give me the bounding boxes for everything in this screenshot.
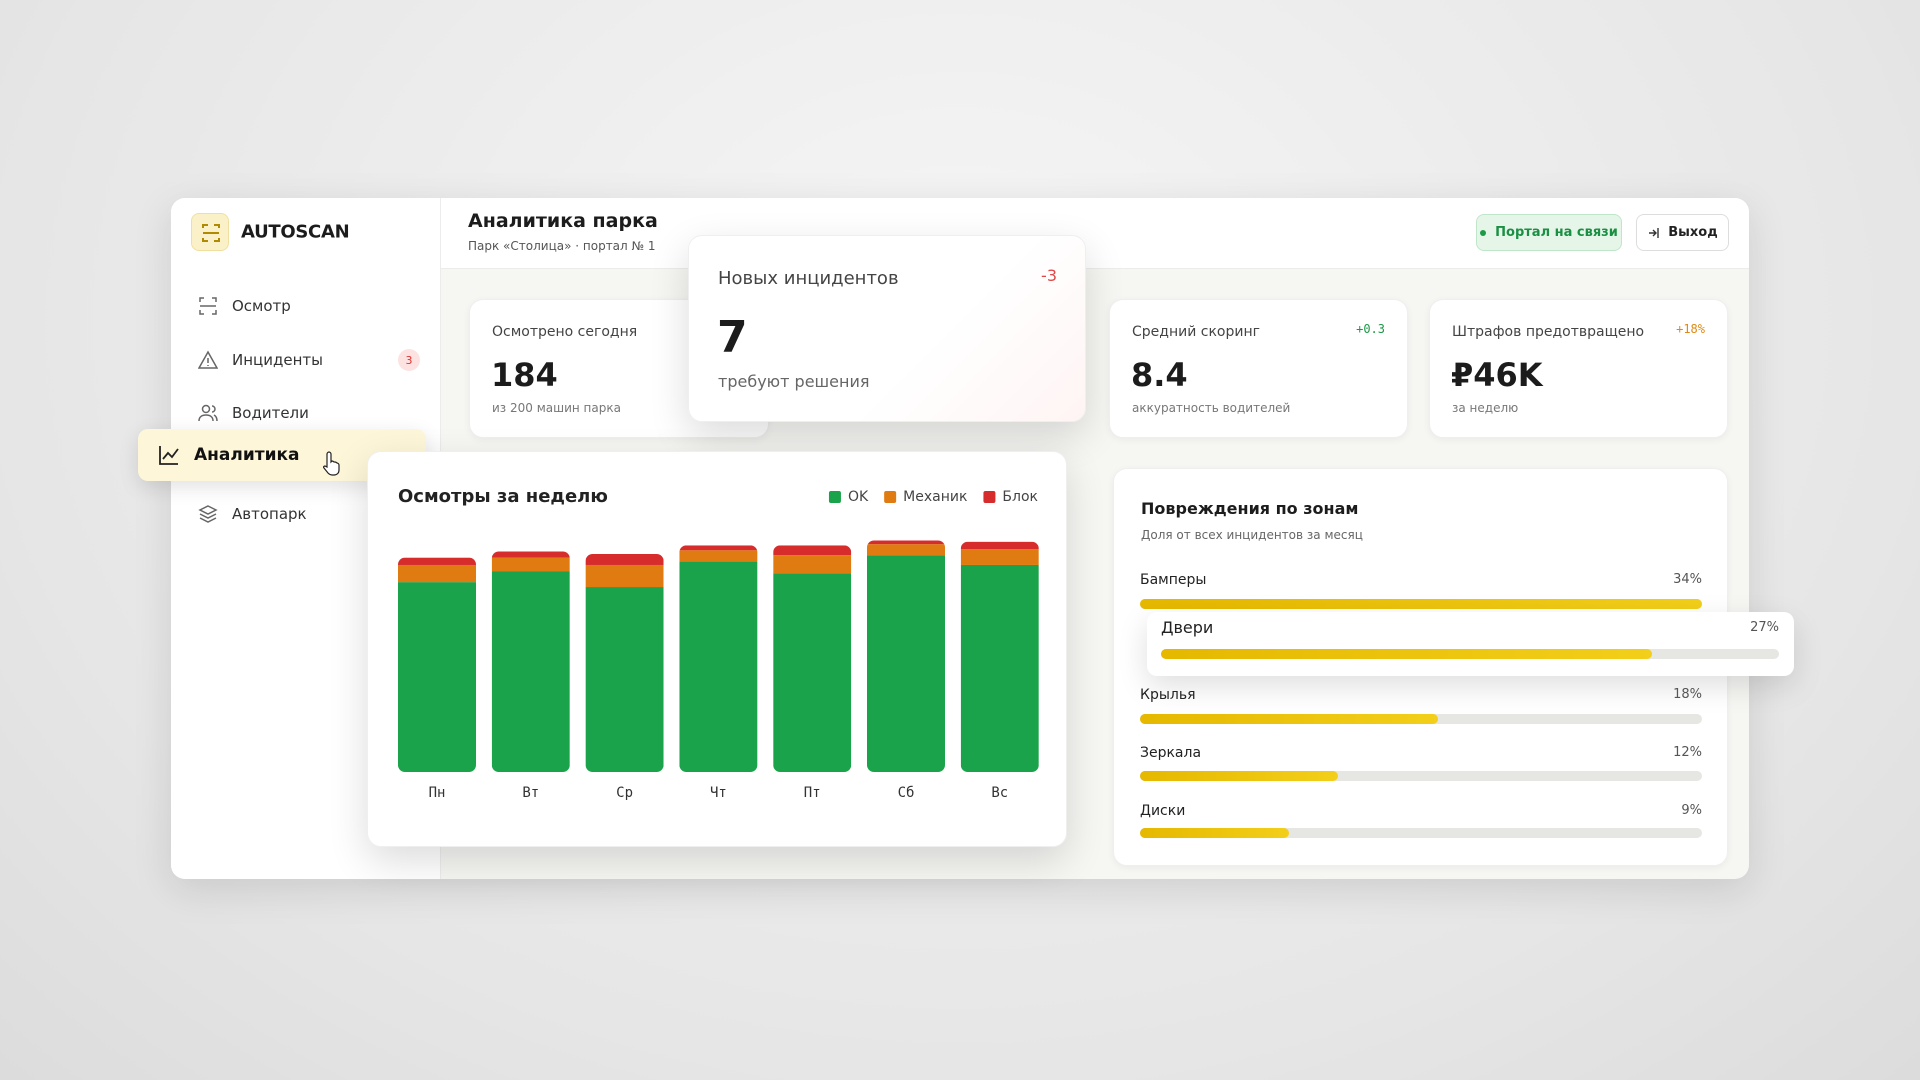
damage-title: Повреждения по зонам — [1141, 499, 1359, 518]
kpi-delta: +18% — [1676, 322, 1705, 336]
x-tick-label: Ср — [616, 785, 633, 801]
nav-label: Инциденты — [232, 351, 323, 369]
bar-stack — [679, 545, 758, 772]
bar-segment — [585, 564, 664, 588]
bar-segment — [585, 553, 664, 565]
logo — [191, 213, 229, 251]
bar-segment — [679, 561, 758, 772]
bar-segment — [585, 587, 664, 772]
bar-stack — [585, 553, 664, 772]
logout-icon — [1649, 227, 1659, 238]
damage-card: Повреждения по зонам Доля от всех инциде… — [1113, 468, 1728, 866]
chart-card: Осмотры за неделю Блок Механик OK Пн Вт Ср Чт П… — [367, 451, 1067, 847]
nav-label: Аналитика — [194, 445, 300, 465]
kpi-note: требуют решения — [718, 372, 870, 391]
logout-button[interactable]: Выход — [1636, 214, 1729, 251]
page-title: Аналитика парка — [468, 210, 658, 232]
bar-segment — [867, 555, 945, 772]
x-tick-label: Пт — [804, 785, 821, 801]
nav-item[interactable]: Автопарк — [171, 494, 441, 534]
bar-stack — [960, 541, 1039, 772]
legend-label: OK — [848, 489, 869, 505]
bar-segment — [773, 545, 852, 556]
bar-segment — [491, 551, 570, 558]
chart: Осмотры за неделю Блок Механик OK Пн Вт Ср Чт П… — [398, 486, 1039, 801]
bar-segment — [398, 582, 476, 772]
legend-swatch — [884, 491, 897, 503]
kpi-value: 7 — [717, 312, 748, 363]
bar-segment — [679, 545, 758, 551]
bar-stack — [398, 557, 476, 772]
kpi-value: ₽46K — [1451, 356, 1543, 394]
kpi-label: Штрафов предотвращено — [1452, 324, 1645, 340]
bar-segment — [773, 573, 852, 772]
bar-segment — [773, 555, 852, 574]
bar-segment — [867, 544, 945, 556]
nav-icon — [198, 404, 218, 422]
legend-label: Механик — [903, 489, 967, 505]
bar-stack — [773, 545, 852, 772]
x-tick-label: Пн — [429, 785, 446, 801]
logout-text: Выход — [1668, 225, 1718, 240]
bar-segment — [679, 550, 758, 562]
nav-icon — [198, 350, 218, 369]
kpi-label: Осмотрено сегодня — [492, 324, 638, 340]
legend-swatch — [983, 491, 996, 503]
cursor — [323, 451, 340, 476]
kpi-card: Штрафов предотвращено +18% ₽46K за недел… — [1429, 299, 1728, 438]
page-subtitle: Парк «Столица» · портал № 1 — [468, 239, 656, 253]
bar-segment — [960, 541, 1039, 550]
nav-label: Водители — [232, 404, 309, 422]
damage-subtitle: Доля от всех инцидентов за месяц — [1141, 528, 1363, 542]
kpi-note: за неделю — [1452, 401, 1519, 415]
nav-icon — [159, 446, 179, 465]
nav-label: Автопарк — [232, 505, 307, 523]
x-tick-label: Чт — [710, 785, 727, 801]
kpi-card: Новых инцидентов -3 7 требуют решения — [688, 235, 1086, 422]
nav-badge: 3 — [398, 349, 420, 371]
bar-stack — [867, 540, 945, 772]
bar-segment — [867, 540, 945, 545]
kpi-delta: -3 — [1041, 266, 1057, 285]
x-tick-label: Вт — [522, 785, 539, 801]
kpi-card: Средний скоринг +0.3 8.4 аккуратность во… — [1109, 299, 1408, 438]
nav-icon — [198, 505, 218, 523]
nav-label: Осмотр — [232, 297, 291, 315]
status-button[interactable]: Портал на связи — [1476, 214, 1622, 251]
x-tick-label: Сб — [898, 785, 915, 801]
nav-item[interactable]: Водители — [171, 393, 441, 433]
status-dot — [1480, 229, 1487, 236]
bar-segment — [491, 557, 570, 572]
kpi-label: Новых инцидентов — [718, 268, 899, 289]
bar-segment — [398, 564, 476, 583]
brand: AUTOSCAN — [241, 221, 350, 243]
kpi-value: 184 — [491, 356, 558, 394]
status-text: Портал на связи — [1495, 225, 1618, 240]
nav-item[interactable]: Инциденты 3 — [171, 340, 441, 380]
kpi-value: 8.4 — [1131, 356, 1188, 394]
bar-segment — [491, 571, 570, 772]
bar-segment — [960, 564, 1039, 772]
kpi-label: Средний скоринг — [1132, 324, 1260, 340]
logo-icon — [202, 224, 220, 242]
bar-segment — [960, 549, 1039, 565]
bar-segment — [398, 557, 476, 565]
kpi-note: из 200 машин парка — [492, 401, 621, 415]
legend-swatch — [828, 491, 841, 503]
x-tick-label: Вс — [991, 785, 1008, 801]
kpi-note: аккуратность водителей — [1132, 401, 1291, 415]
nav-item[interactable]: Осмотр — [171, 286, 441, 326]
nav-icon — [199, 297, 217, 315]
legend-label: Блок — [1002, 489, 1038, 505]
chart-title: Осмотры за неделю — [398, 486, 608, 507]
kpi-delta: +0.3 — [1356, 322, 1385, 336]
bar-stack — [491, 551, 570, 772]
